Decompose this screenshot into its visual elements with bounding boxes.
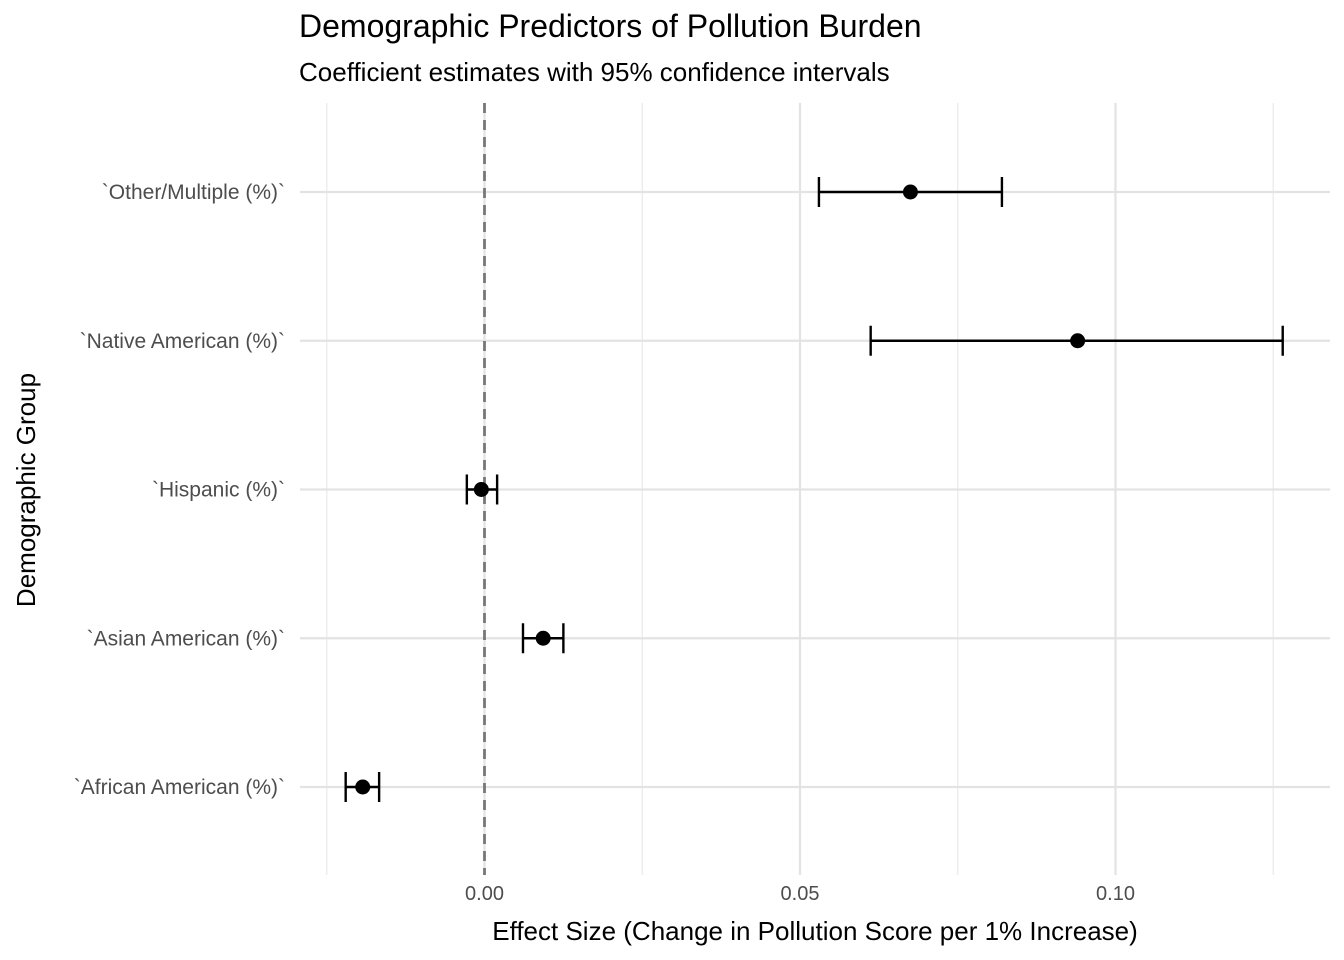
y-axis-tick-labels: `Other/Multiple (%)` `Native American (%)…: [74, 181, 285, 799]
estimate-point: [473, 482, 489, 497]
y-tick-label: `Hispanic (%)`: [152, 479, 285, 502]
estimate-point: [902, 184, 918, 200]
x-axis-title: Effect Size (Change in Pollution Score p…: [492, 916, 1138, 946]
x-tick-label: 0.00: [465, 883, 504, 905]
y-tick-label: `Other/Multiple (%)`: [102, 181, 285, 204]
y-tick-label: `Asian American (%)`: [87, 627, 285, 650]
estimate-point: [355, 779, 371, 795]
chart-subtitle: Coefficient estimates with 95% confidenc…: [299, 57, 890, 87]
y-tick-label: `Native American (%)`: [80, 330, 285, 353]
chart-title: Demographic Predictors of Pollution Burd…: [299, 8, 922, 44]
x-axis-tick-labels: 0.00 0.05 0.10: [465, 883, 1135, 905]
x-tick-label: 0.10: [1096, 883, 1135, 905]
y-axis-title: Demographic Group: [11, 373, 41, 607]
estimate-point: [1070, 333, 1086, 349]
estimate-point: [535, 630, 551, 646]
estimate-points: [355, 184, 1086, 795]
y-tick-label: `African American (%)`: [74, 776, 285, 799]
major-gridlines: [300, 103, 1330, 875]
x-tick-label: 0.05: [781, 883, 820, 905]
